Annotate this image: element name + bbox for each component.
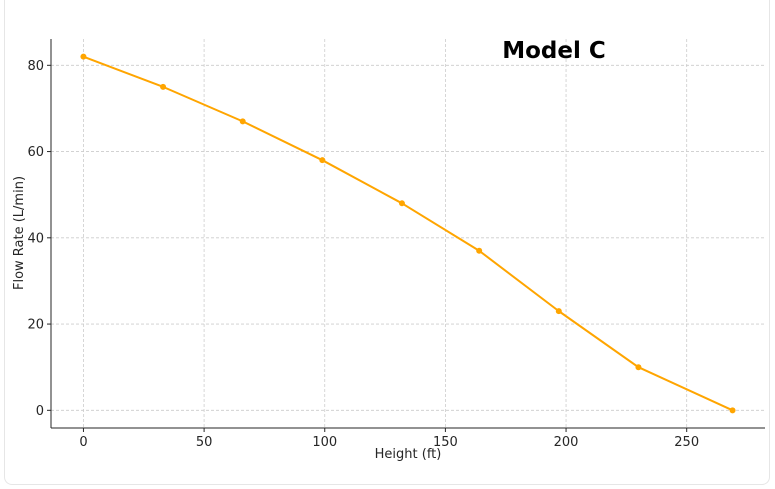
- x-tick-label: 0: [79, 435, 87, 450]
- axes: [50, 39, 765, 429]
- series-line: [83, 55, 733, 412]
- data-point: [635, 364, 642, 371]
- data-point: [319, 157, 326, 164]
- x-tick-label: 250: [674, 435, 699, 450]
- data-point: [160, 83, 167, 90]
- grid-lines: [51, 39, 765, 428]
- data-point: [729, 407, 736, 414]
- y-tick-label: 80: [27, 59, 44, 74]
- y-tick-label: 0: [36, 404, 44, 419]
- x-tick-label: 50: [196, 435, 213, 450]
- data-point: [398, 200, 405, 207]
- chart-frame: [4, 0, 770, 485]
- y-tick-label: 20: [27, 318, 44, 333]
- data-point: [239, 118, 246, 125]
- data-point: [555, 308, 562, 315]
- x-axis-label: Height (ft): [375, 447, 442, 462]
- y-axis-label: Flow Rate (L/min): [12, 176, 27, 290]
- x-tick-label: 150: [433, 435, 458, 450]
- y-tick-label: 60: [27, 145, 44, 160]
- x-tick-label: 100: [312, 435, 337, 450]
- data-point: [476, 247, 483, 254]
- chart-title: Model C: [502, 38, 606, 64]
- x-tick-label: 200: [554, 435, 579, 450]
- ticks: 0 50 100 150 200 250 0 20 40 60 80: [27, 59, 699, 450]
- data-point: [80, 53, 87, 60]
- series-layer: [80, 53, 736, 414]
- y-tick-label: 40: [27, 231, 44, 246]
